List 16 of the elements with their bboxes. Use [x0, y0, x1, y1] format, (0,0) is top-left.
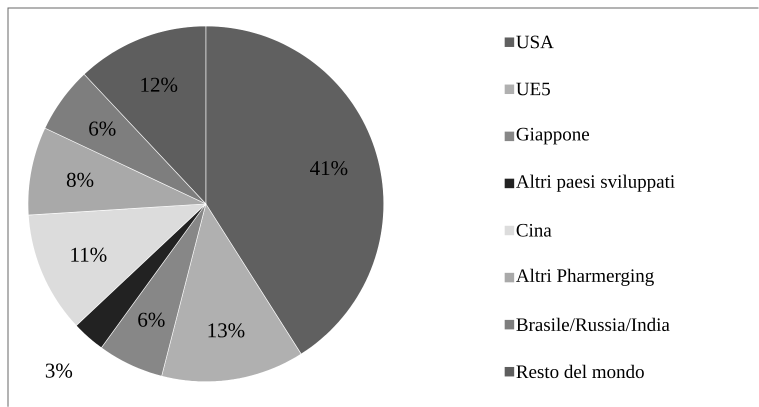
- data-label: 6%: [89, 121, 116, 136]
- data-label: 12%: [141, 78, 178, 92]
- legend-label: USA: [516, 35, 554, 48]
- data-label: 6%: [138, 312, 165, 327]
- data-label: 11%: [71, 248, 106, 262]
- legend-label: Cina: [516, 224, 552, 237]
- legend-label: Brasile/Russia/India: [516, 318, 670, 331]
- data-label: 8%: [66, 172, 94, 187]
- data-label: 3%: [46, 363, 72, 378]
- legend-label: Giappone: [516, 128, 590, 144]
- data-label: 41%: [310, 160, 348, 176]
- legend-label: Resto del mondo: [516, 364, 644, 378]
- legend-label: Altri paesi sviluppati: [516, 174, 675, 192]
- legend-label: UE5: [516, 82, 550, 96]
- data-label: 13%: [208, 323, 244, 338]
- legend-label: Altri Pharmerging: [516, 268, 654, 286]
